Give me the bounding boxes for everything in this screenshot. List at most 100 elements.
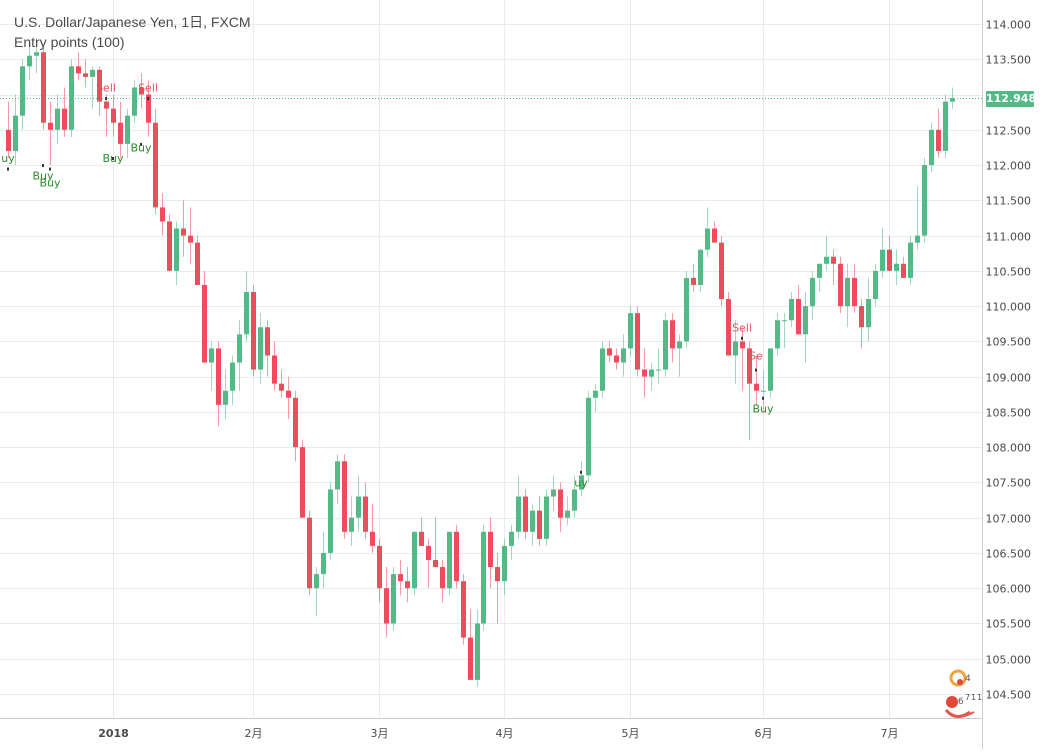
broker-logo: 4 6 7 1 1	[938, 668, 986, 722]
candle-body	[118, 122, 123, 144]
candle-body	[908, 242, 913, 278]
candle-body	[824, 256, 829, 264]
sell-signal-label: Sell	[732, 321, 752, 334]
candle-body	[565, 510, 570, 518]
candle-body	[48, 122, 53, 130]
sell-signal-label: Se	[749, 349, 763, 362]
sell-signal-label: Sell	[96, 81, 116, 94]
candle-body	[377, 545, 382, 589]
candle-body	[572, 489, 577, 511]
y-tick-label: 105.000	[986, 654, 1032, 667]
candle-body	[356, 496, 361, 518]
signal-marker	[762, 396, 764, 400]
candle-body	[286, 390, 291, 398]
candle-body	[915, 235, 920, 243]
candle-body	[775, 320, 780, 349]
candle-body	[132, 87, 137, 116]
candle-body	[69, 66, 74, 130]
candle-body	[55, 108, 60, 130]
signal-marker	[105, 97, 107, 101]
candle-body	[796, 299, 801, 335]
candle-body	[488, 531, 493, 568]
candle-body	[209, 348, 214, 363]
candle-body	[223, 390, 228, 405]
candle-body	[705, 228, 710, 250]
candle-body	[237, 334, 242, 363]
candle-body	[153, 122, 158, 208]
buy-signal-label: Buy	[102, 152, 124, 165]
logo-digit: 6	[958, 697, 964, 707]
candle-body	[384, 588, 389, 624]
candle-body	[677, 341, 682, 349]
y-tick-label: 110.000	[986, 301, 1032, 314]
y-tick-label: 106.500	[986, 548, 1032, 561]
candle-body	[34, 52, 39, 56]
candles	[6, 38, 955, 687]
buy-signal-label: Buy	[130, 141, 152, 154]
candle-body	[328, 489, 333, 553]
candle-body	[523, 496, 528, 532]
candle-body	[747, 348, 752, 384]
candle-body	[41, 52, 46, 123]
x-tick-label: 2月	[245, 727, 263, 740]
signal-marker	[7, 167, 9, 171]
candle-body	[468, 637, 473, 680]
candle-body	[412, 531, 417, 589]
candle-body	[391, 574, 396, 624]
signal-marker	[112, 157, 114, 160]
candle-body	[838, 263, 843, 307]
x-tick-label: 4月	[496, 727, 514, 740]
y-tick-label: 106.000	[986, 583, 1032, 596]
candle-body	[76, 66, 81, 74]
candle-body	[544, 496, 549, 539]
y-tick-label: 111.500	[986, 195, 1032, 208]
candle-body	[880, 249, 885, 271]
candle-body	[83, 73, 88, 77]
candle-body	[495, 567, 500, 582]
candle-body	[167, 221, 172, 271]
logo-digit: 7	[965, 693, 970, 702]
x-tick-label: 3月	[371, 727, 389, 740]
candle-body	[335, 461, 340, 490]
candle-body	[258, 327, 263, 370]
candle-body	[370, 531, 375, 546]
candle-body	[551, 489, 556, 497]
buy-signal-label: Buy	[752, 402, 774, 415]
candle-body	[447, 531, 452, 589]
candle-body	[188, 235, 193, 243]
candle-body	[6, 129, 11, 151]
candle-body	[803, 306, 808, 335]
candle-body	[754, 383, 759, 391]
last-price-label: 112.948	[986, 91, 1037, 107]
candle-body	[642, 369, 647, 377]
candle-body	[943, 101, 948, 151]
candle-body	[684, 277, 689, 342]
candle-body	[922, 165, 927, 236]
candle-body	[314, 574, 319, 589]
signal-marker	[147, 97, 149, 101]
y-tick-label: 114.000	[986, 19, 1032, 32]
signal-marker	[755, 368, 757, 372]
candle-body	[62, 108, 67, 130]
logo-digit: 4	[965, 674, 971, 684]
candle-body	[768, 348, 773, 391]
candle-body	[761, 390, 766, 392]
candle-body	[202, 284, 207, 363]
candle-body	[502, 545, 507, 582]
candle-body	[740, 341, 745, 349]
candle-body	[593, 390, 598, 398]
signal-marker	[42, 164, 44, 168]
candle-body	[649, 369, 654, 377]
x-tick-label: 6月	[755, 727, 773, 740]
candle-body	[887, 249, 892, 271]
candle-body	[579, 475, 584, 490]
y-tick-label: 107.000	[986, 513, 1032, 526]
candle-body	[349, 517, 354, 532]
candle-body	[656, 369, 661, 371]
y-tick-label: 105.500	[986, 618, 1032, 631]
candle-body	[607, 348, 612, 356]
candle-body	[950, 98, 955, 102]
